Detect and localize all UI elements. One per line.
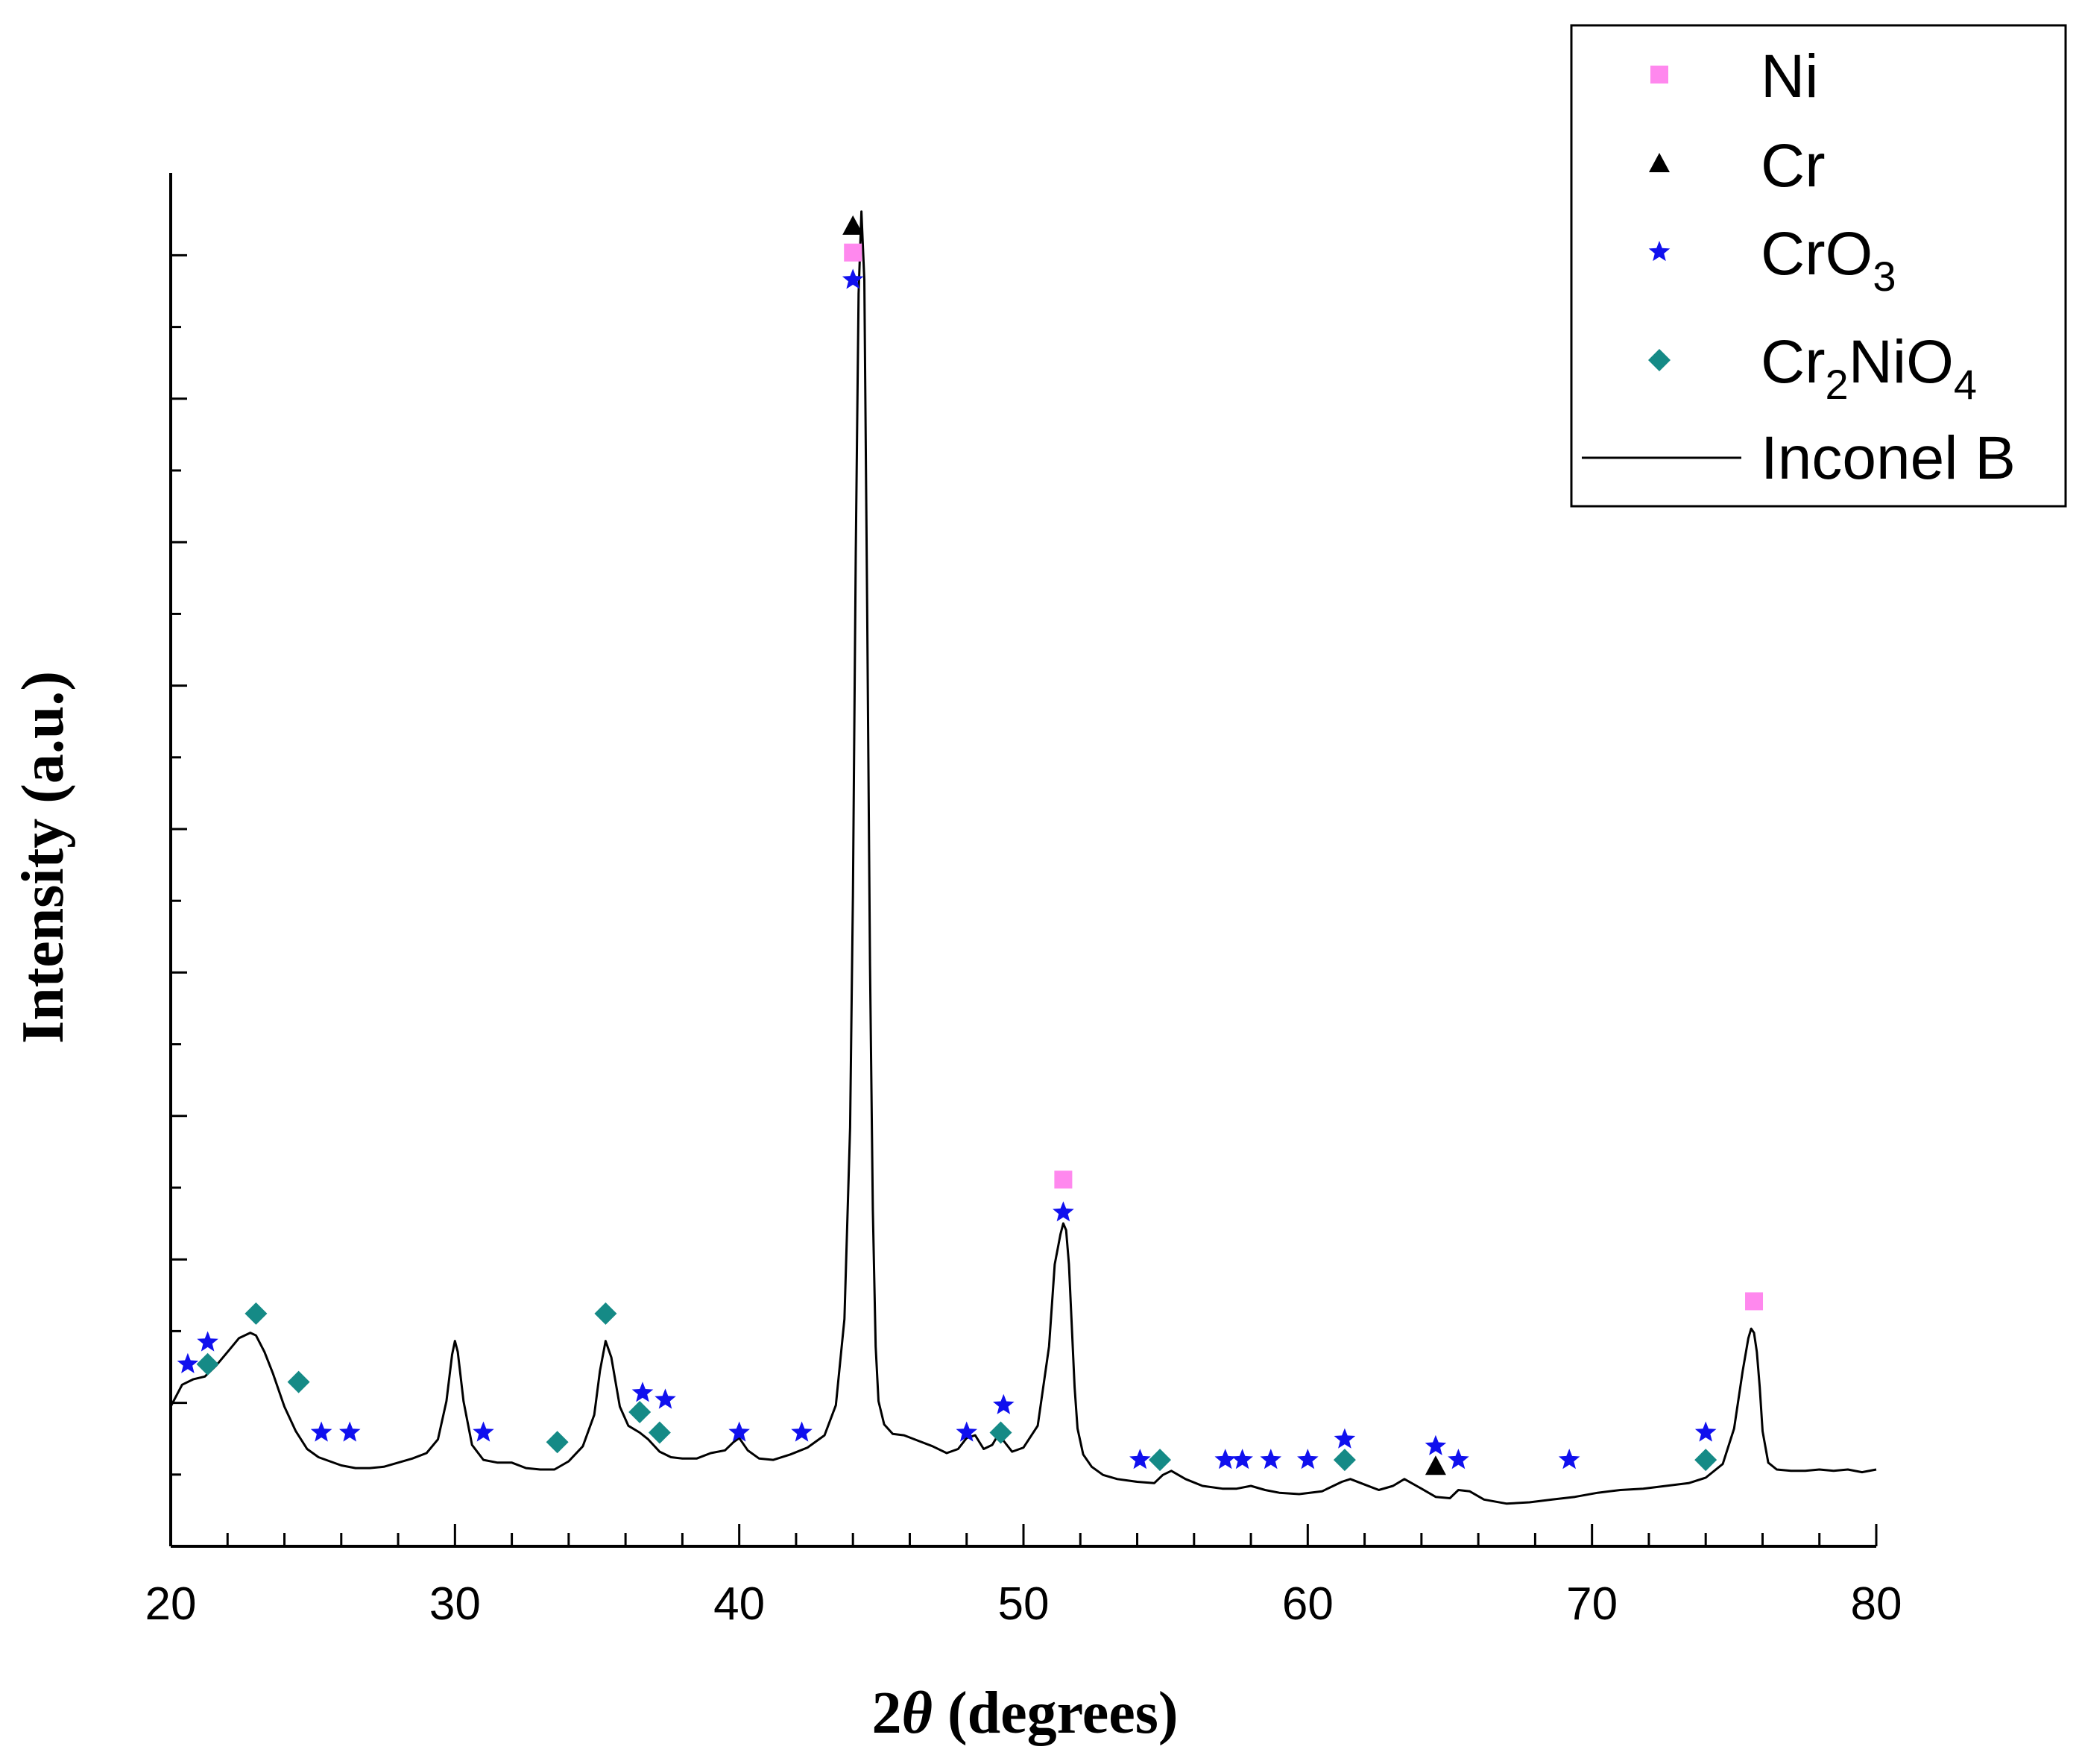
legend-label-cro3: CrO3 [1761, 220, 1896, 300]
x-tick-label: 70 [1566, 1578, 1618, 1630]
marker-cro3 [473, 1421, 494, 1442]
y-axis-title: Intensity (a.u.) [10, 671, 76, 1044]
phase-marker-layer [177, 215, 1764, 1475]
marker-cr2nio4 [989, 1421, 1012, 1444]
marker-cr2nio4 [546, 1431, 569, 1454]
marker-cr2nio4 [594, 1302, 617, 1325]
marker-cro3 [197, 1331, 218, 1352]
marker-cro3 [1694, 1421, 1717, 1442]
x-tick-label: 40 [713, 1578, 765, 1630]
x-axis-title-prefix: 2 [871, 1680, 901, 1746]
legend-frame [1570, 24, 2067, 508]
x-tick-label: 50 [998, 1578, 1050, 1630]
marker-cro3 [791, 1421, 813, 1442]
marker-cro3 [728, 1421, 750, 1442]
marker-cro3 [842, 268, 864, 289]
marker-ni [844, 243, 862, 262]
marker-cr2nio4 [196, 1352, 219, 1376]
marker-cro3 [1260, 1449, 1281, 1470]
marker-cro3 [1297, 1449, 1319, 1470]
marker-ni [1054, 1171, 1073, 1189]
marker-cro3 [956, 1421, 977, 1442]
marker-cro3 [1129, 1449, 1151, 1470]
x-tick-label: 30 [429, 1578, 481, 1630]
marker-cr [842, 215, 864, 235]
marker-cro3 [1053, 1201, 1074, 1222]
x-axis-ticks: 20 30 40 50 60 70 80 [145, 1524, 1902, 1630]
marker-cro3 [654, 1388, 676, 1409]
marker-cro3 [177, 1352, 199, 1373]
marker-cro3 [1425, 1434, 1447, 1455]
legend: Ni Cr CrO3 Cr2NiO4 Inconel B [1570, 24, 2067, 508]
series-line-inconel-b [169, 210, 1877, 1505]
x-tick-label: 20 [145, 1578, 197, 1630]
legend-marker-cro3 [1648, 241, 1671, 262]
marker-cro3 [1448, 1449, 1469, 1470]
x-axis-title: 2θ (degrees) [871, 1680, 1178, 1746]
marker-cr2nio4 [1694, 1449, 1717, 1472]
marker-cro3 [1558, 1449, 1580, 1470]
x-axis-title-symbol: θ [901, 1680, 933, 1746]
marker-ni [1745, 1292, 1764, 1311]
marker-cro3 [631, 1382, 654, 1402]
x-axis-title-suffix: (degrees) [933, 1680, 1179, 1746]
marker-cr2nio4 [245, 1302, 268, 1325]
marker-cro3 [310, 1421, 332, 1442]
marker-cr2nio4 [1149, 1449, 1172, 1472]
marker-cr2nio4 [628, 1400, 652, 1423]
legend-marker-cr2nio4 [1648, 349, 1671, 371]
marker-cro3 [1231, 1449, 1253, 1470]
legend-label-cr: Cr [1761, 132, 1826, 200]
legend-label-cr2nio4: Cr2NiO4 [1761, 328, 1977, 408]
axes: 20 30 40 50 60 70 80 [145, 173, 1902, 1630]
x-tick-label: 80 [1851, 1578, 1902, 1630]
marker-cr2nio4 [648, 1421, 671, 1444]
legend-marker-cr [1649, 153, 1670, 172]
legend-label-line: Inconel B [1761, 424, 2016, 492]
marker-cro3 [1334, 1428, 1356, 1449]
marker-cr [1425, 1455, 1446, 1475]
marker-cro3 [993, 1393, 1015, 1414]
marker-cr2nio4 [1333, 1449, 1356, 1472]
plot-area [169, 210, 1877, 1505]
marker-cro3 [1214, 1449, 1236, 1470]
y-axis-ticks [171, 253, 187, 1548]
marker-cro3 [339, 1421, 361, 1442]
x-tick-label: 60 [1282, 1578, 1334, 1630]
marker-cr2nio4 [287, 1370, 310, 1393]
legend-marker-ni [1650, 66, 1668, 84]
series-line-layer [169, 210, 1877, 1505]
legend-label-ni: Ni [1761, 42, 1818, 110]
